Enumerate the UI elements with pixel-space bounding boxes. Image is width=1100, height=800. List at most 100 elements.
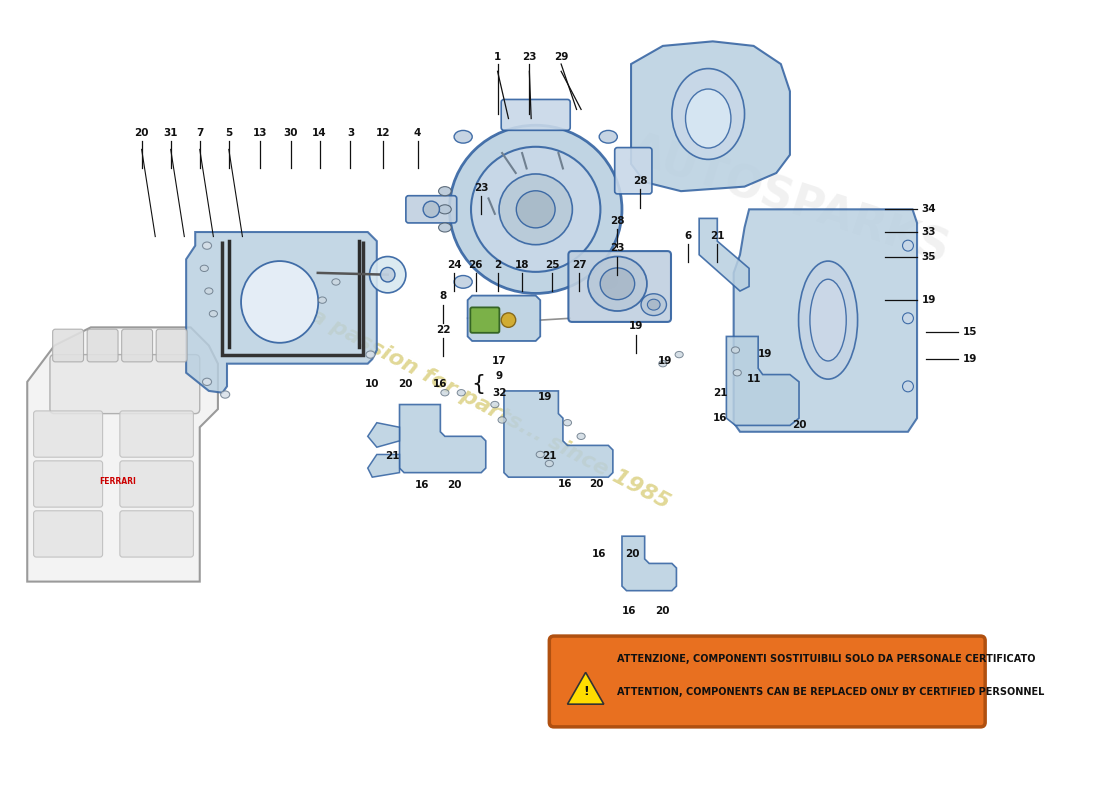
Ellipse shape xyxy=(810,279,846,361)
Ellipse shape xyxy=(516,190,556,228)
Ellipse shape xyxy=(439,205,451,214)
Text: 23: 23 xyxy=(522,52,537,62)
Ellipse shape xyxy=(672,69,745,159)
Ellipse shape xyxy=(241,261,318,342)
Text: 33: 33 xyxy=(922,227,936,237)
Text: 16: 16 xyxy=(713,413,727,423)
Ellipse shape xyxy=(902,240,913,251)
Polygon shape xyxy=(734,210,917,432)
Polygon shape xyxy=(186,232,377,393)
Text: 32: 32 xyxy=(492,388,507,398)
Text: 14: 14 xyxy=(312,128,327,138)
Ellipse shape xyxy=(563,419,572,426)
FancyBboxPatch shape xyxy=(50,354,200,414)
Text: 16: 16 xyxy=(558,478,572,489)
Ellipse shape xyxy=(439,223,451,232)
Ellipse shape xyxy=(587,257,647,311)
FancyBboxPatch shape xyxy=(120,411,194,458)
Text: 3: 3 xyxy=(346,128,354,138)
FancyBboxPatch shape xyxy=(406,196,456,223)
Ellipse shape xyxy=(732,347,739,354)
Text: 21: 21 xyxy=(542,451,557,462)
Ellipse shape xyxy=(381,267,395,282)
Text: 19: 19 xyxy=(538,392,552,402)
Text: {: { xyxy=(472,374,486,394)
Text: 26: 26 xyxy=(469,260,483,270)
FancyBboxPatch shape xyxy=(87,329,118,362)
FancyBboxPatch shape xyxy=(502,99,570,130)
Text: 16: 16 xyxy=(621,606,637,616)
Polygon shape xyxy=(367,422,399,447)
Text: 8: 8 xyxy=(440,291,447,302)
Polygon shape xyxy=(504,391,613,477)
Ellipse shape xyxy=(318,297,327,303)
Text: 16: 16 xyxy=(433,378,448,389)
Ellipse shape xyxy=(458,390,465,396)
Polygon shape xyxy=(28,327,218,582)
Text: 2: 2 xyxy=(494,260,502,270)
Ellipse shape xyxy=(491,402,499,408)
Text: 20: 20 xyxy=(792,419,806,430)
Text: 19: 19 xyxy=(758,349,772,358)
Polygon shape xyxy=(367,454,399,477)
Polygon shape xyxy=(726,337,799,426)
FancyBboxPatch shape xyxy=(471,307,499,333)
Text: 31: 31 xyxy=(164,128,178,138)
Ellipse shape xyxy=(648,299,660,310)
Text: 16: 16 xyxy=(592,550,606,559)
Ellipse shape xyxy=(685,89,730,148)
Text: 19: 19 xyxy=(658,356,672,366)
Text: 9: 9 xyxy=(496,371,503,382)
Ellipse shape xyxy=(641,294,667,315)
FancyBboxPatch shape xyxy=(53,329,84,362)
Ellipse shape xyxy=(902,381,913,392)
Text: 34: 34 xyxy=(922,204,936,214)
Text: 24: 24 xyxy=(447,260,461,270)
Text: 20: 20 xyxy=(398,378,414,389)
Text: AUTOSPARKS: AUTOSPARKS xyxy=(625,128,955,272)
FancyBboxPatch shape xyxy=(569,251,671,322)
FancyBboxPatch shape xyxy=(120,461,194,507)
FancyBboxPatch shape xyxy=(34,510,102,557)
FancyBboxPatch shape xyxy=(34,411,102,458)
FancyBboxPatch shape xyxy=(34,461,102,507)
Ellipse shape xyxy=(502,313,516,327)
Ellipse shape xyxy=(471,146,601,272)
Text: a passion for parts... since 1985: a passion for parts... since 1985 xyxy=(307,306,673,513)
Text: 35: 35 xyxy=(922,251,936,262)
Text: 12: 12 xyxy=(376,128,390,138)
Text: 22: 22 xyxy=(436,325,450,335)
Ellipse shape xyxy=(659,361,667,367)
Ellipse shape xyxy=(536,451,544,458)
Text: 20: 20 xyxy=(590,478,604,489)
Polygon shape xyxy=(468,295,540,341)
Ellipse shape xyxy=(450,126,622,294)
Text: 6: 6 xyxy=(684,230,692,241)
FancyBboxPatch shape xyxy=(615,147,652,194)
Text: 28: 28 xyxy=(610,216,625,226)
Text: 20: 20 xyxy=(626,550,640,559)
FancyBboxPatch shape xyxy=(120,510,194,557)
Text: 30: 30 xyxy=(284,128,298,138)
Text: 20: 20 xyxy=(447,480,461,490)
Text: 11: 11 xyxy=(747,374,761,384)
Text: 28: 28 xyxy=(632,176,648,186)
FancyBboxPatch shape xyxy=(122,329,153,362)
Ellipse shape xyxy=(424,201,440,218)
Ellipse shape xyxy=(439,186,451,196)
Text: 19: 19 xyxy=(628,322,642,331)
Ellipse shape xyxy=(546,460,553,466)
Ellipse shape xyxy=(454,275,472,288)
Ellipse shape xyxy=(600,130,617,143)
FancyBboxPatch shape xyxy=(156,329,187,362)
Text: 19: 19 xyxy=(922,295,936,305)
Text: 1: 1 xyxy=(494,52,502,62)
Text: 19: 19 xyxy=(962,354,977,364)
Text: 15: 15 xyxy=(962,327,977,337)
Ellipse shape xyxy=(370,257,406,293)
Text: 10: 10 xyxy=(365,378,380,389)
Ellipse shape xyxy=(202,378,211,386)
Ellipse shape xyxy=(499,174,572,245)
Text: 13: 13 xyxy=(252,128,267,138)
Text: ATTENTION, COMPONENTS CAN BE REPLACED ONLY BY CERTIFIED PERSONNEL: ATTENTION, COMPONENTS CAN BE REPLACED ON… xyxy=(617,687,1045,698)
